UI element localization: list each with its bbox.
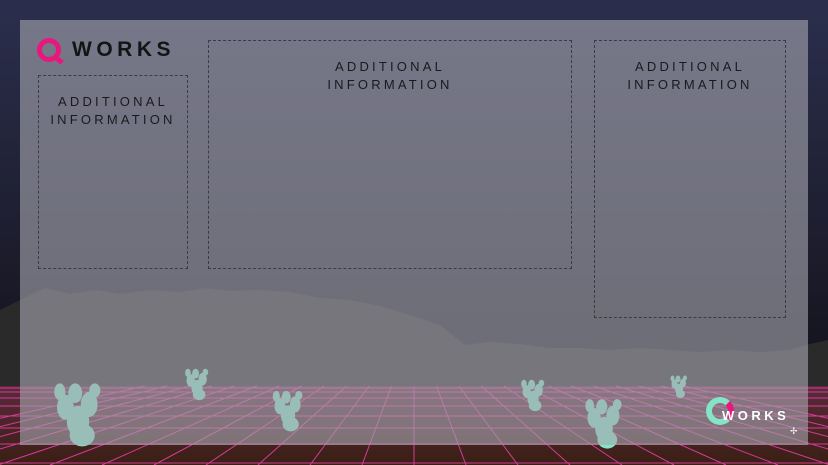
info-panel-right: ADDITIONAL INFORMATION bbox=[594, 40, 786, 318]
info-panel-left-label: ADDITIONAL INFORMATION bbox=[50, 94, 176, 127]
header-logo: WORKS bbox=[37, 38, 175, 62]
info-panel-center: ADDITIONAL INFORMATION bbox=[208, 40, 572, 269]
info-panel-right-label: ADDITIONAL INFORMATION bbox=[627, 59, 753, 92]
info-panel-center-label: ADDITIONAL INFORMATION bbox=[327, 59, 453, 92]
mini-cactus-icon: ✢ bbox=[790, 426, 798, 436]
info-panel-left: ADDITIONAL INFORMATION bbox=[38, 75, 188, 269]
content-overlay bbox=[20, 20, 808, 445]
q-ring-logo-icon bbox=[706, 397, 734, 425]
logo-wordmark: WORKS bbox=[72, 38, 175, 61]
footer-logo-wordmark: WORKS bbox=[722, 408, 790, 423]
q-logo-icon bbox=[37, 38, 61, 62]
footer-logo: WORKS ✢ bbox=[704, 395, 800, 437]
